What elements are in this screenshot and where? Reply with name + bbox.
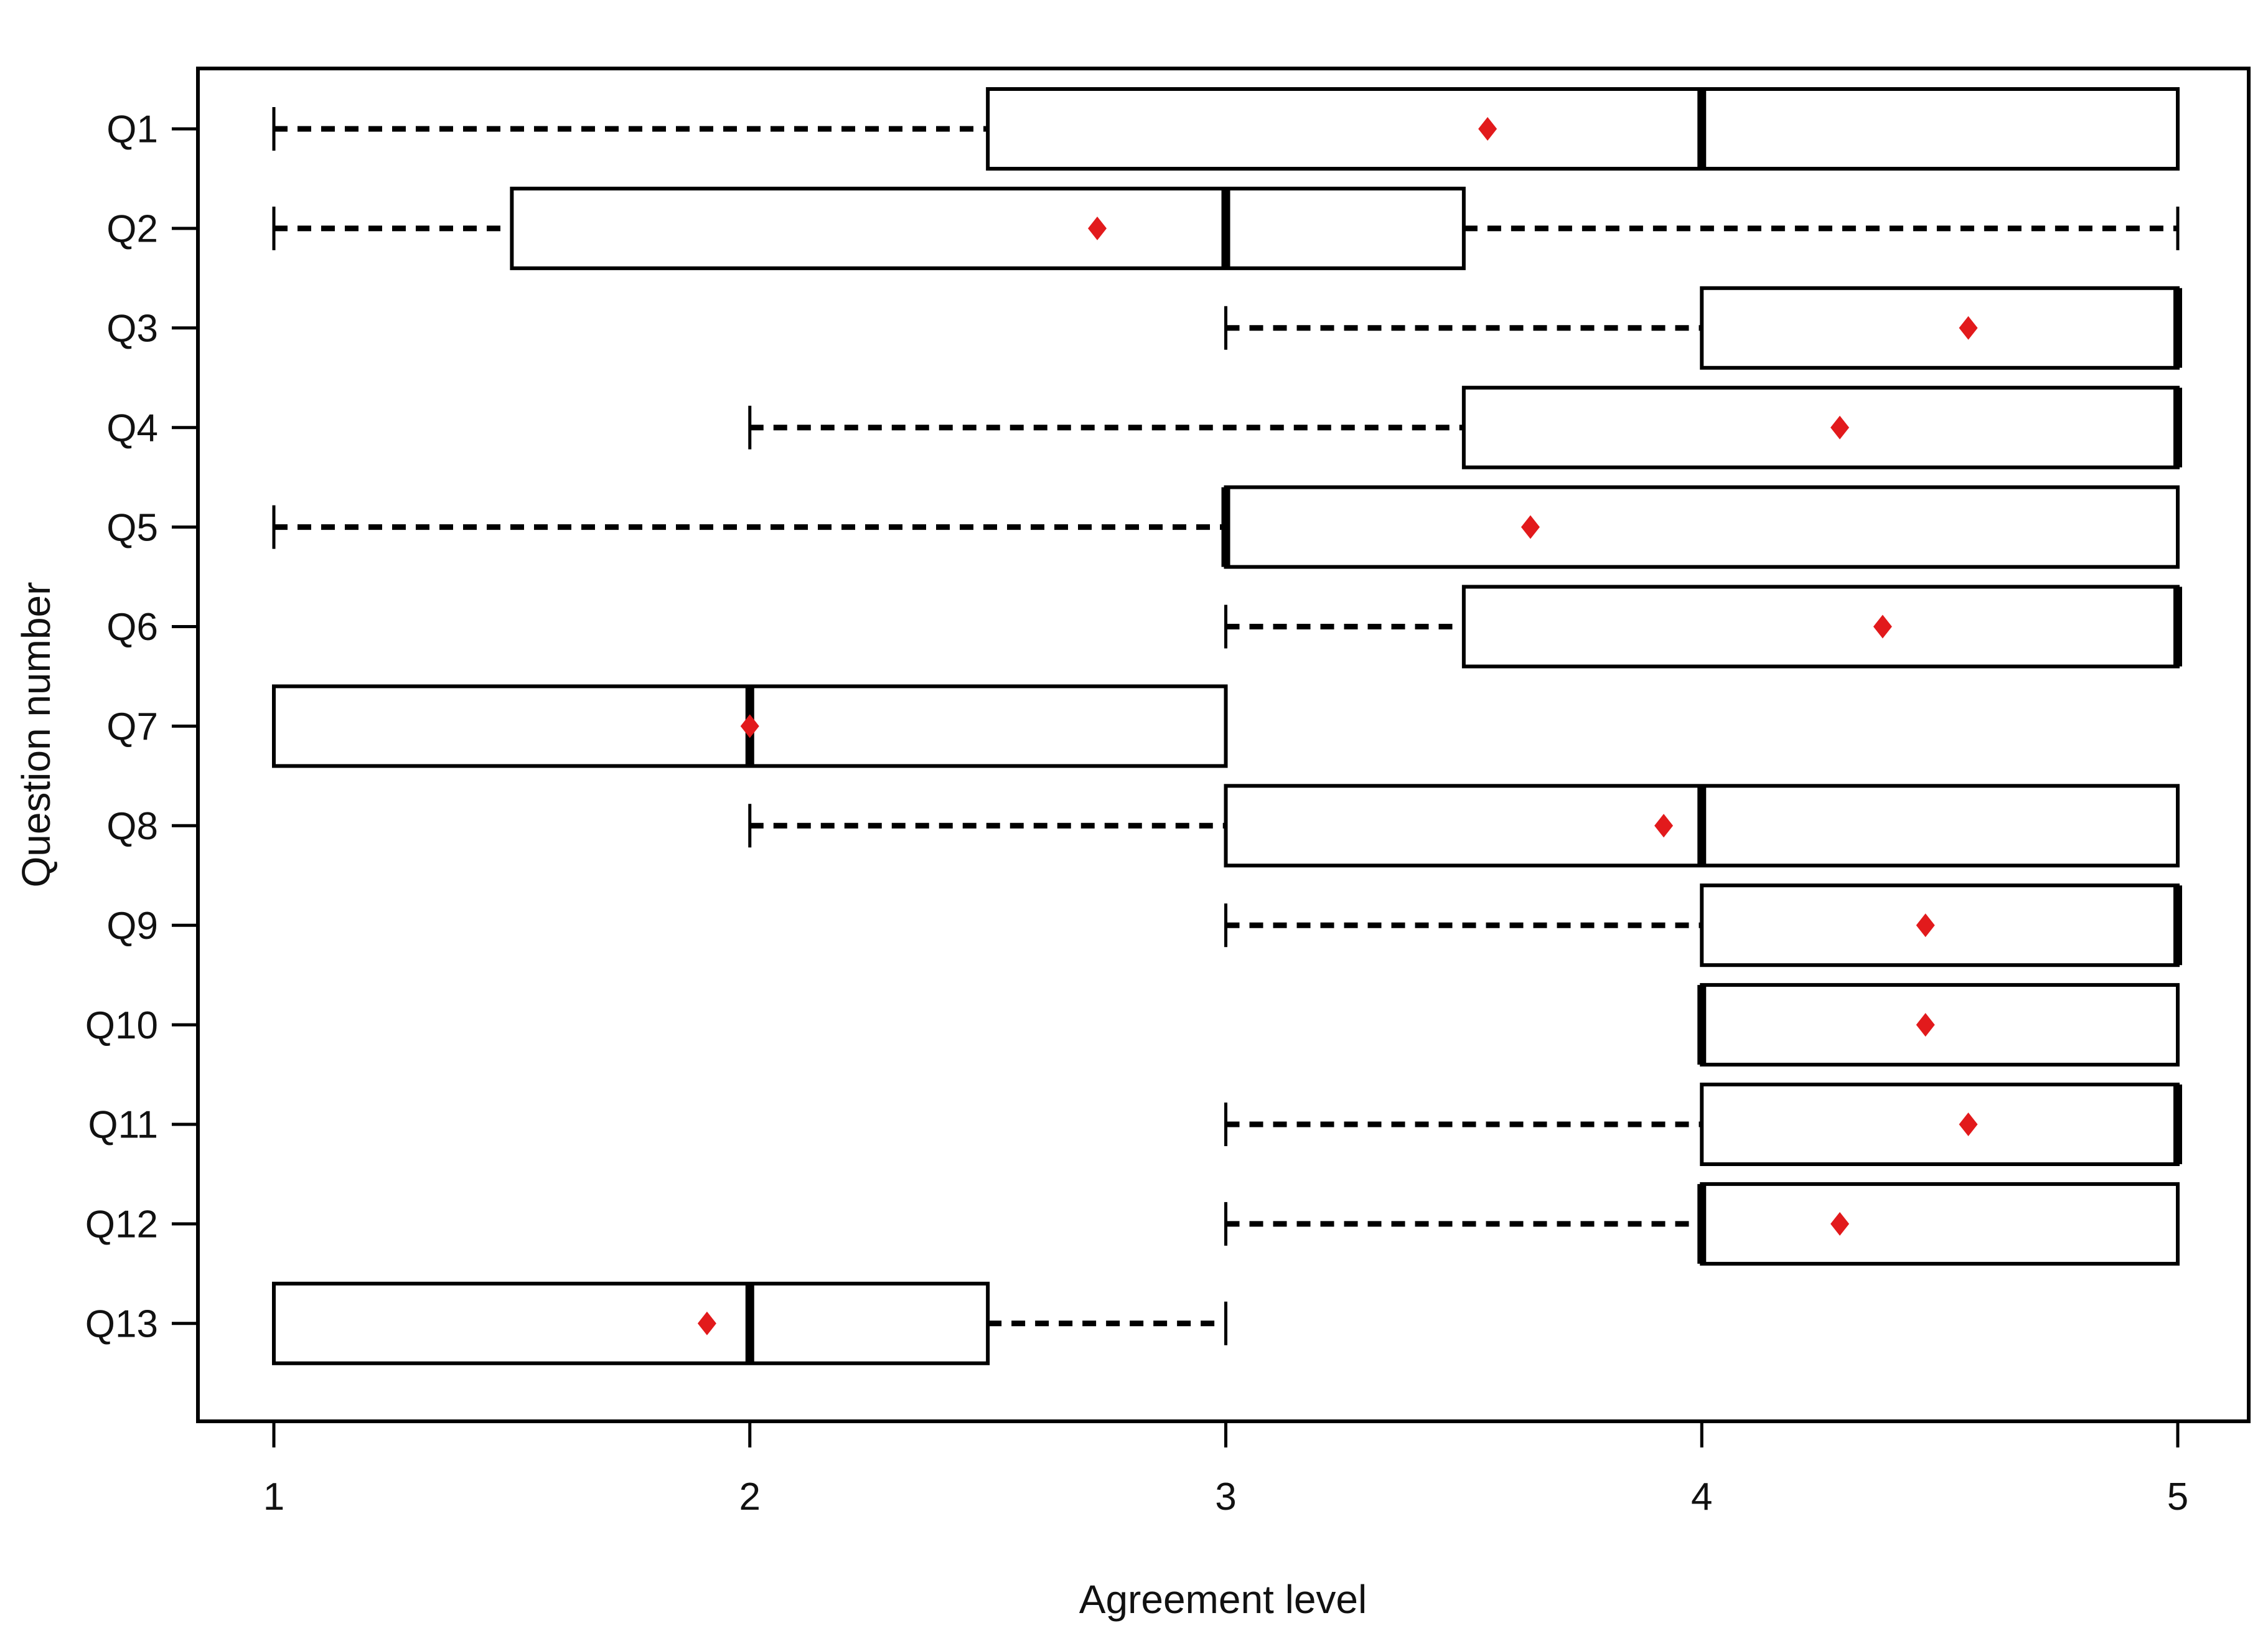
mean-marker-Q3 [1959,316,1978,340]
category-label-Q5: Q5 [106,506,158,549]
box-Q11 [1700,1083,2180,1166]
mean-marker-Q6 [1873,614,1892,639]
mean-marker-Q4 [1830,415,1850,440]
category-label-Q11: Q11 [88,1104,158,1147]
x-tick-label-1: 1 [263,1475,284,1518]
mean-marker-Q8 [1654,814,1674,838]
category-label-Q1: Q1 [106,108,158,151]
x-tick-label-2: 2 [739,1475,761,1518]
category-label-Q13: Q13 [85,1303,158,1346]
mean-marker-Q10 [1916,1013,1935,1037]
box-Q12 [1700,1182,2180,1266]
x-tick-label-5: 5 [2167,1475,2188,1518]
x-tick-label-4: 4 [1691,1475,1712,1518]
box-Q10 [1700,983,2180,1067]
mean-marker-Q13 [697,1311,716,1335]
category-label-Q8: Q8 [106,805,158,848]
mean-marker-Q11 [1959,1113,1978,1136]
box-Q13 [272,1281,990,1365]
box-Q5 [1224,485,2180,569]
box-Q1 [986,87,2180,171]
box-Q9 [1700,883,2180,967]
category-label-Q7: Q7 [106,705,158,748]
category-label-Q4: Q4 [106,407,158,449]
category-label-Q12: Q12 [85,1203,158,1246]
category-label-Q2: Q2 [106,208,158,251]
y-axis-title: Question number [14,581,59,888]
plot-border [196,67,2251,1423]
x-axis-title: Agreement level [1079,1577,1367,1622]
category-label-Q6: Q6 [106,606,158,649]
mean-marker-Q2 [1088,216,1107,240]
category-label-Q3: Q3 [106,308,158,351]
mean-marker-Q12 [1830,1212,1850,1236]
mean-marker-Q9 [1916,913,1935,938]
mean-marker-Q1 [1478,117,1497,141]
box-Q2 [510,186,1466,270]
mean-marker-Q7 [740,714,759,738]
box-Q4 [1461,385,2180,469]
category-label-Q10: Q10 [85,1004,158,1047]
category-label-Q9: Q9 [106,905,158,948]
box-Q6 [1461,585,2180,669]
mean-marker-Q5 [1521,515,1540,539]
box-Q3 [1700,286,2180,370]
x-tick-label-3: 3 [1215,1475,1236,1518]
